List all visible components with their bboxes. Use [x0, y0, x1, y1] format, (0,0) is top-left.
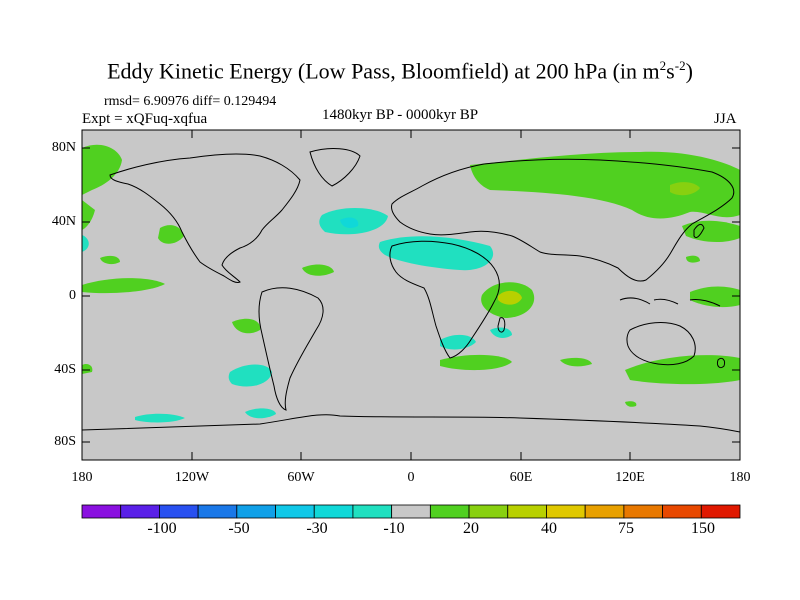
season-label: JJA — [714, 111, 737, 127]
colorbar-swatch — [700, 504, 741, 519]
colorbar-swatch — [507, 504, 547, 519]
lat-label: 0 — [69, 288, 76, 303]
colorbar-swatch — [662, 504, 702, 519]
colorbar-swatch — [313, 504, 354, 519]
region-positive — [670, 182, 700, 196]
coast-new-zealand — [717, 357, 725, 369]
region-negative — [82, 235, 89, 252]
region-positive — [232, 318, 261, 334]
colorbar-label: -100 — [147, 520, 177, 537]
colorbar-swatch — [81, 504, 122, 519]
region-negative — [378, 236, 494, 271]
region-positive — [686, 255, 700, 263]
region-positive — [158, 225, 184, 244]
colorbar-label: -30 — [306, 520, 328, 537]
colorbar-swatch — [352, 504, 393, 519]
stats-label: rmsd= 6.90976 diff= 0.129494 — [104, 94, 277, 109]
colorbar-swatch — [623, 504, 663, 519]
colorbar-swatch — [468, 504, 509, 519]
experiment-label: Expt = xQFuq-xqfua — [82, 111, 208, 127]
region-negative — [135, 413, 185, 423]
coast-africa — [389, 240, 500, 359]
anomaly-regions — [82, 144, 740, 423]
coast-greenland — [309, 148, 361, 187]
lat-label: 80S — [54, 434, 76, 449]
region-positive — [82, 144, 122, 195]
coast-north-america — [109, 153, 301, 283]
region-positive — [682, 220, 740, 243]
colorbar-swatch — [429, 504, 470, 519]
region-negative — [245, 408, 276, 419]
lat-label: 40S — [54, 362, 76, 377]
colorbar-label: -10 — [383, 520, 405, 537]
region-positive — [100, 255, 120, 265]
coastlines — [82, 148, 740, 433]
region-negative — [340, 217, 359, 228]
region-negative — [228, 364, 272, 387]
colorbar-swatch — [236, 504, 276, 519]
colorbar-swatch — [120, 504, 160, 519]
lat-label: 40N — [51, 214, 76, 229]
region-positive — [625, 355, 740, 385]
region-positive — [302, 264, 334, 276]
colorbar-swatch — [159, 504, 199, 519]
colorbar-label: 40 — [541, 520, 557, 537]
coast-south-america — [258, 287, 324, 411]
lon-label: 0 — [407, 470, 415, 485]
colorbar-swatch — [197, 504, 238, 519]
coast-antarctica — [82, 414, 740, 433]
lon-label: 60W — [287, 470, 315, 485]
region-positive — [625, 401, 637, 407]
axis-ticks — [81, 130, 741, 460]
region-positive — [440, 354, 512, 371]
lon-label: 60E — [509, 470, 533, 485]
chart-title: Eddy Kinetic Energy (Low Pass, Bloomfiel… — [107, 58, 693, 84]
colorbar-label: 150 — [691, 520, 715, 537]
colorbar-swatch — [275, 504, 315, 519]
region-positive — [560, 357, 592, 367]
coast-indonesia — [619, 297, 721, 307]
lat-label: 80N — [51, 140, 76, 155]
region-positive — [82, 278, 165, 294]
lon-label: 180 — [71, 470, 93, 485]
coast-australia — [626, 322, 696, 366]
region-positive — [82, 363, 93, 374]
period-label: 1480kyr BP - 0000kyr BP — [322, 107, 479, 123]
region-positive — [470, 151, 740, 219]
colorbar-swatch — [546, 504, 586, 519]
lon-label: 120E — [615, 470, 645, 485]
colorbar-swatch — [584, 504, 625, 519]
coast-madagascar — [497, 317, 506, 333]
colorbar-label: 75 — [618, 520, 634, 537]
colorbar-label: 20 — [463, 520, 479, 537]
coast-japan — [693, 223, 705, 239]
lon-label: 120W — [174, 470, 210, 485]
region-positive — [498, 290, 522, 305]
colorbar-swatch — [391, 504, 431, 519]
colorbar-label: -50 — [228, 520, 250, 537]
colorbar — [81, 504, 741, 519]
region-positive — [690, 286, 740, 308]
region-negative — [490, 327, 512, 338]
coast-eurasia — [391, 158, 735, 282]
lon-label: 180 — [729, 470, 751, 485]
